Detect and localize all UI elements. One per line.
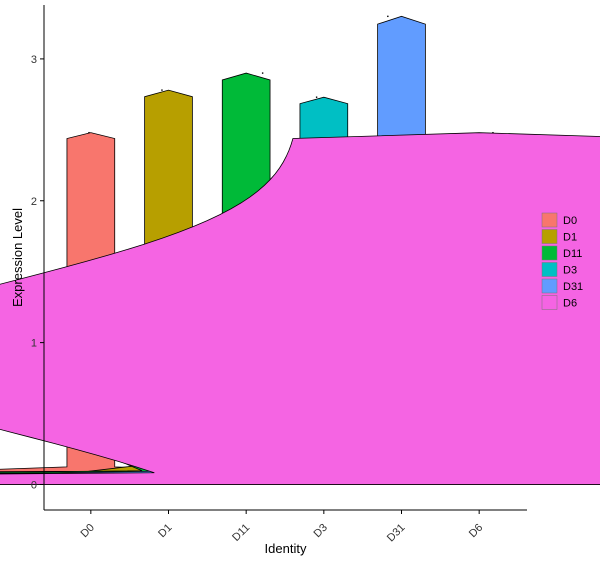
data-point	[161, 89, 163, 91]
data-point	[261, 72, 264, 74]
data-point	[88, 131, 90, 134]
